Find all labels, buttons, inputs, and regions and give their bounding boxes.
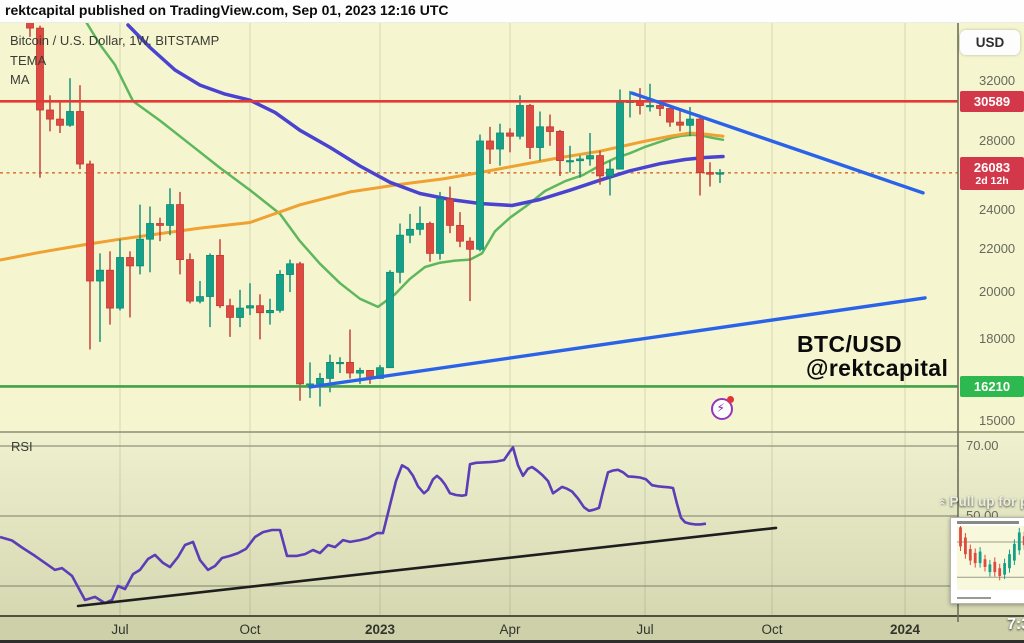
chart-legend: Bitcoin / U.S. Dollar, 1W, BITSTAMP TEMA… [10, 31, 219, 90]
price-tick-label: 20000 [979, 284, 1016, 299]
time-tick-label: Jul [111, 622, 129, 637]
vertical-gridlines [119, 22, 906, 616]
price-tick-label: 32000 [979, 73, 1016, 88]
drawn-trendlines [308, 91, 927, 389]
price-tick-label: 15000 [979, 413, 1016, 428]
flash-emoji-icon: ⚡ [711, 396, 734, 420]
currency-toggle-button[interactable]: USD [960, 30, 1020, 55]
rsi-line [0, 446, 707, 605]
time-tick-label: Oct [239, 622, 261, 637]
rsi-trendline [76, 526, 778, 608]
time-tick-label: Oct [761, 622, 783, 637]
video-preview-thumbnail[interactable] [950, 517, 1024, 604]
rsi-indicator-label[interactable]: RSI [11, 439, 33, 454]
price-badge-16210: 16210 [960, 376, 1024, 397]
rsi-gridlines [0, 445, 958, 587]
pull-up-label: Pull up for p [949, 494, 1024, 509]
pull-up-overlay[interactable]: » Pull up for p [934, 494, 1024, 509]
price-badge-26083: 26083 2d 12h [960, 157, 1024, 190]
time-tick-label: 2024 [889, 622, 921, 637]
video-progress-bar [0, 640, 1024, 643]
price-tick-label: 22000 [979, 241, 1016, 256]
symbol-title[interactable]: Bitcoin / U.S. Dollar, 1W, BITSTAMP [10, 33, 220, 48]
rsi-panel-bg [0, 432, 1024, 616]
video-timestamp: 7:3 [1007, 616, 1024, 633]
time-tick-label: Apr [499, 622, 521, 637]
thumbnail-mini-chart [957, 526, 1024, 590]
bar-countdown: 2d 12h [975, 175, 1009, 187]
ma-line-TEMA [126, 23, 725, 208]
indicator-label-ma[interactable]: MA [10, 72, 30, 87]
ma-line-MA-green [84, 22, 725, 309]
time-axis-bg [0, 616, 1024, 643]
chevron-up-icon: » [934, 498, 949, 506]
price-badge-30589: 30589 [960, 91, 1024, 112]
watermark-line2: @rektcapital [806, 355, 949, 381]
price-tick-label: 28000 [979, 133, 1016, 148]
price-tick-label: 18000 [979, 331, 1016, 346]
video-title-bar: rektcapital published on TradingView.com… [0, 0, 1024, 23]
moving-averages [0, 22, 725, 309]
notification-dot [727, 396, 734, 403]
publish-info: rektcapital published on TradingView.com… [5, 2, 449, 18]
lightning-bolt-icon: ⚡ [716, 401, 725, 415]
thumbnail-footer-text [957, 597, 991, 599]
thumbnail-title-bar [957, 521, 1019, 524]
time-tick-label: Jul [636, 622, 654, 637]
watermark-line1: BTC/USD [797, 331, 903, 357]
indicator-label-tema[interactable]: TEMA [10, 52, 47, 68]
ma-line-MA-orange [0, 131, 725, 262]
rsi-tick-label: 70.00 [966, 438, 999, 453]
price-tick-label: 24000 [979, 202, 1016, 217]
time-tick-label: 2023 [364, 622, 396, 637]
